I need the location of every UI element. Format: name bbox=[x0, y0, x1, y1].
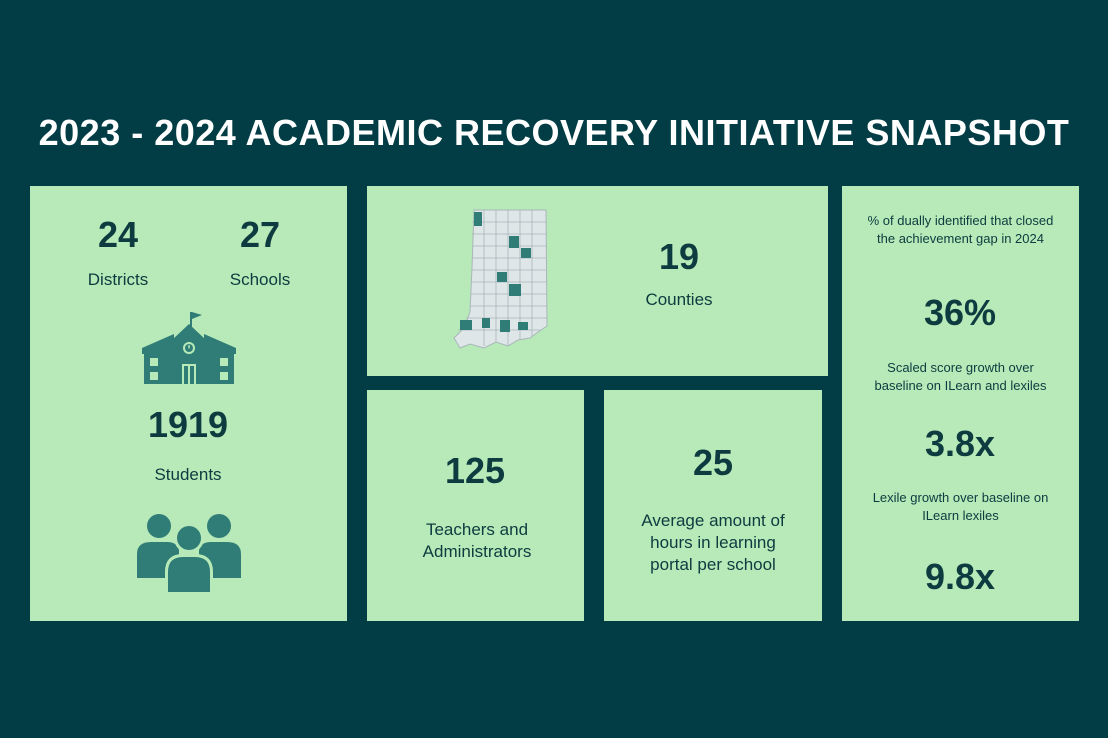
people-group-icon bbox=[137, 514, 241, 592]
students-label: Students bbox=[154, 465, 222, 484]
schools-label: Schools bbox=[229, 270, 291, 289]
hours-count: 25 bbox=[692, 442, 734, 483]
districts-count: 24 bbox=[97, 214, 139, 255]
counties-label: Counties bbox=[645, 290, 713, 309]
enrollment-card: 24 Districts 27 Schools 1919 Students bbox=[30, 186, 347, 621]
scaled-score-value: 3.8x bbox=[924, 423, 996, 464]
hours-label: Average amount of hours in learning port… bbox=[641, 511, 785, 574]
growth-card: % of dually identified that closed the a… bbox=[842, 186, 1079, 621]
achievement-gap-label: % of dually identified that closed the a… bbox=[867, 213, 1054, 246]
scaled-score-label: Scaled score growth over baseline on ILe… bbox=[874, 360, 1047, 393]
teachers-card: 125 Teachers and Administrators bbox=[367, 390, 584, 621]
districts-label: Districts bbox=[87, 270, 149, 289]
schools-count: 27 bbox=[239, 214, 281, 255]
teachers-label: Teachers and Administrators bbox=[422, 520, 532, 561]
hours-card: 25 Average amount of hours in learning p… bbox=[604, 390, 822, 621]
lexile-growth-value: 9.8x bbox=[924, 556, 996, 597]
page-title: 2023 - 2024 ACADEMIC RECOVERY INITIATIVE… bbox=[38, 112, 1070, 153]
school-building-icon bbox=[142, 312, 236, 384]
lexile-growth-label: Lexile growth over baseline on ILearn le… bbox=[872, 490, 1049, 523]
counties-card: 19 Counties bbox=[367, 186, 828, 376]
achievement-gap-value: 36% bbox=[923, 292, 997, 333]
counties-count: 19 bbox=[658, 236, 700, 277]
teachers-count: 125 bbox=[444, 450, 506, 491]
indiana-county-map-icon bbox=[453, 209, 548, 349]
students-count: 1919 bbox=[147, 404, 229, 445]
